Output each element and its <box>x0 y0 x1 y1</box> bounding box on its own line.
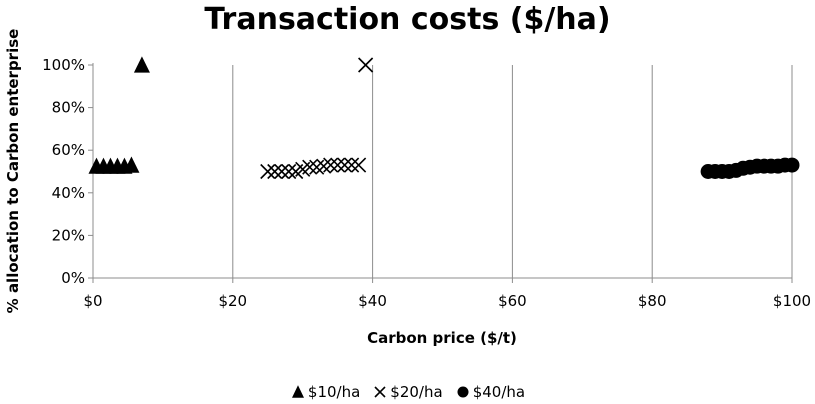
data-point-x <box>281 163 297 180</box>
legend-label: $40/ha <box>472 383 526 401</box>
y-tick-label: 80% <box>52 99 85 117</box>
x-marker-stroke <box>309 159 325 175</box>
x-marker-stroke <box>351 157 367 173</box>
x-tick-label: $100 <box>773 292 811 310</box>
x-tick-label: $60 <box>498 292 527 310</box>
tick-labels: $0 $20 $40 $60 $80 $100 0% 20% 40% 60% 80% 100% <box>42 56 811 310</box>
data-point-x <box>344 157 360 173</box>
data-point-circle <box>784 157 800 173</box>
scatter-chart: $0 $20 $40 $60 $80 $100 0% 20% 40% 60% 80% 100% Car… <box>4 29 811 347</box>
legend-marker-shape <box>374 386 386 398</box>
x-marker-stroke <box>260 163 276 180</box>
axes <box>88 63 793 283</box>
x-marker-stroke <box>281 163 297 180</box>
y-axis-title: % allocation to Carbon enterprise <box>4 29 22 314</box>
legend-label: $20/ha <box>390 383 443 401</box>
x-marker-stroke <box>337 157 353 173</box>
data-point-x <box>323 157 339 173</box>
x-marker-stroke <box>316 158 332 174</box>
data-point-x <box>302 159 318 175</box>
legend-item: $20/ha <box>372 383 443 401</box>
data-point-triangle <box>123 156 140 173</box>
data-point-x <box>358 57 374 73</box>
legend-marker-triangle <box>291 385 304 398</box>
x-marker-stroke <box>274 163 290 180</box>
legend-marker-circle <box>457 386 469 398</box>
data-points <box>88 56 800 180</box>
x-tick-label: $20 <box>218 292 247 310</box>
x-marker-stroke <box>267 163 283 180</box>
y-tick-label: 100% <box>42 56 85 74</box>
legend-item: $40/ha <box>455 383 525 401</box>
data-point-x <box>267 163 283 180</box>
x-marker-stroke <box>358 57 374 73</box>
legend: $10/ha $20/ha $40/ha <box>0 383 815 404</box>
legend-item: $10/ha <box>290 383 360 401</box>
x-marker-stroke <box>330 157 346 173</box>
data-point-x <box>351 157 367 173</box>
data-point-x <box>337 157 353 173</box>
y-tick-label: 60% <box>52 141 85 159</box>
x-marker-stroke <box>323 157 339 173</box>
data-point-x <box>274 163 290 180</box>
x-marker-stroke <box>374 386 386 398</box>
y-tick-label: 0% <box>61 269 85 287</box>
x-tick-label: $0 <box>83 292 102 310</box>
x-tick-label: $80 <box>638 292 667 310</box>
data-point-triangle <box>133 56 150 73</box>
data-point-x <box>330 157 346 173</box>
data-point-x <box>260 163 276 180</box>
legend-marker-x <box>374 386 386 398</box>
y-tick-label: 40% <box>52 184 85 202</box>
x-marker-stroke <box>302 159 318 175</box>
data-point-x <box>309 159 325 175</box>
legend-marker-shape <box>457 386 469 398</box>
legend-label: $10/ha <box>307 383 361 401</box>
legend-marker-shape <box>291 385 304 398</box>
x-marker-stroke <box>344 157 360 173</box>
x-axis-title: Carbon price ($/t) <box>367 329 517 347</box>
y-tick-label: 20% <box>52 226 85 244</box>
chart-title: Transaction costs ($/ha) <box>204 2 611 37</box>
grid-lines <box>232 65 793 278</box>
x-tick-label: $40 <box>358 292 387 310</box>
data-point-x <box>316 158 332 174</box>
